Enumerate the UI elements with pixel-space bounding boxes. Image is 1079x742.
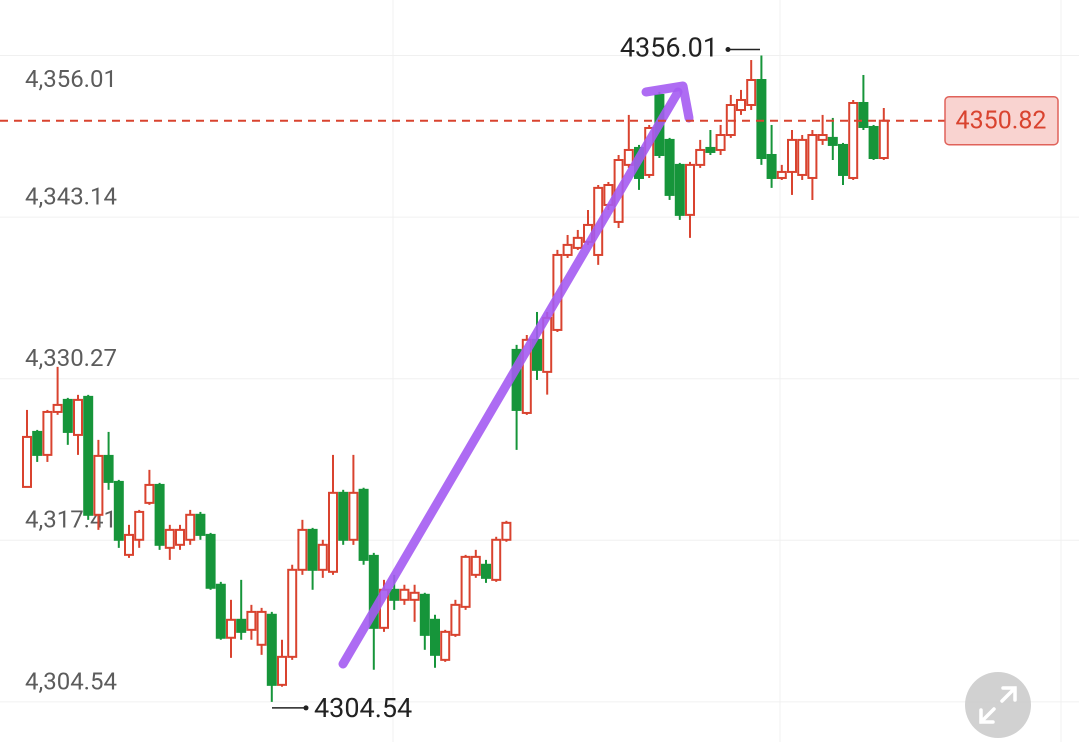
last-price-label: 4350.82 xyxy=(956,106,1047,135)
candle-body xyxy=(848,101,859,179)
candle-body xyxy=(226,618,236,639)
candle-body xyxy=(481,563,491,579)
candle-body xyxy=(317,543,328,571)
last-price-box xyxy=(944,95,1059,146)
candle-body xyxy=(358,488,369,561)
overlay: 4350.82 4356.01 4304.54 xyxy=(0,32,1059,724)
candle-body xyxy=(623,148,634,166)
candle-body xyxy=(409,591,420,601)
candle-body xyxy=(868,125,879,159)
candle-body xyxy=(205,533,216,589)
candle-body xyxy=(399,588,410,601)
candle-body xyxy=(858,101,869,128)
candle-body xyxy=(215,583,226,639)
candle-body xyxy=(389,588,400,601)
candle-body xyxy=(154,483,165,546)
y-tick-label: 4,356.01 xyxy=(25,65,117,93)
candle-body xyxy=(328,491,338,573)
candle-body xyxy=(460,555,471,608)
candle-body xyxy=(827,136,838,146)
candle-body xyxy=(144,483,155,504)
candle-body xyxy=(450,603,461,636)
y-tick-label: 4,330.27 xyxy=(25,344,117,372)
candle-body xyxy=(685,163,695,216)
candle-body xyxy=(756,79,767,159)
candle-body xyxy=(185,513,196,541)
grid: 4,356.014,343.144,330.274,317.414,304.54 xyxy=(0,55,1079,703)
candle-body xyxy=(338,491,349,541)
candle-body xyxy=(113,480,124,541)
candle-body xyxy=(368,554,379,629)
candle-body xyxy=(664,138,675,196)
candle-body xyxy=(715,134,726,151)
candle-body xyxy=(440,630,451,661)
candle-body xyxy=(256,610,267,646)
candle-body xyxy=(195,513,206,536)
candle-body xyxy=(746,79,757,106)
candle-body xyxy=(22,435,32,488)
candle-body xyxy=(572,236,583,249)
candle-body xyxy=(134,510,145,541)
candle-body xyxy=(430,618,440,656)
candle-body xyxy=(562,243,573,256)
candle-body xyxy=(175,528,185,546)
candle-body xyxy=(42,410,53,456)
candle-body xyxy=(766,153,777,179)
candle-body xyxy=(287,568,298,658)
candle-body xyxy=(521,338,532,414)
candle-body xyxy=(419,593,430,636)
candle-body xyxy=(297,528,308,571)
candle-body xyxy=(878,119,889,159)
candle-body xyxy=(348,491,359,541)
candle-body xyxy=(736,98,746,112)
y-tick-label: 4,304.54 xyxy=(25,667,117,695)
y-tick-label: 4,343.14 xyxy=(25,182,117,210)
min-label: 4304.54 xyxy=(314,692,412,724)
candle-body xyxy=(266,613,277,686)
max-label: 4356.01 xyxy=(620,32,718,64)
candle-body xyxy=(838,143,848,176)
min-dot xyxy=(303,705,309,711)
candle-body xyxy=(73,398,83,436)
candle-body xyxy=(236,618,247,633)
candle-body xyxy=(277,655,287,686)
candle-body xyxy=(83,395,94,516)
candle-body xyxy=(103,454,114,483)
candle-body xyxy=(32,430,43,456)
candle-body xyxy=(807,134,818,179)
candle-body xyxy=(52,403,63,413)
candle-body xyxy=(705,146,716,153)
candle-body xyxy=(93,454,104,516)
candle-body xyxy=(246,610,257,631)
candle-body xyxy=(501,521,512,541)
candle-body xyxy=(470,555,481,576)
candle-body xyxy=(776,170,787,179)
candle-body xyxy=(62,398,73,433)
candle-body xyxy=(124,533,134,556)
candle-body xyxy=(674,163,685,216)
candle-body xyxy=(164,528,175,549)
trend-arrow xyxy=(338,81,694,669)
candle-body xyxy=(787,138,797,173)
candle-body xyxy=(695,148,706,166)
candle-body xyxy=(797,138,808,176)
expand-button[interactable] xyxy=(965,672,1031,738)
candle-body xyxy=(817,134,828,141)
candle-body xyxy=(307,528,318,571)
candle-body xyxy=(491,538,502,581)
